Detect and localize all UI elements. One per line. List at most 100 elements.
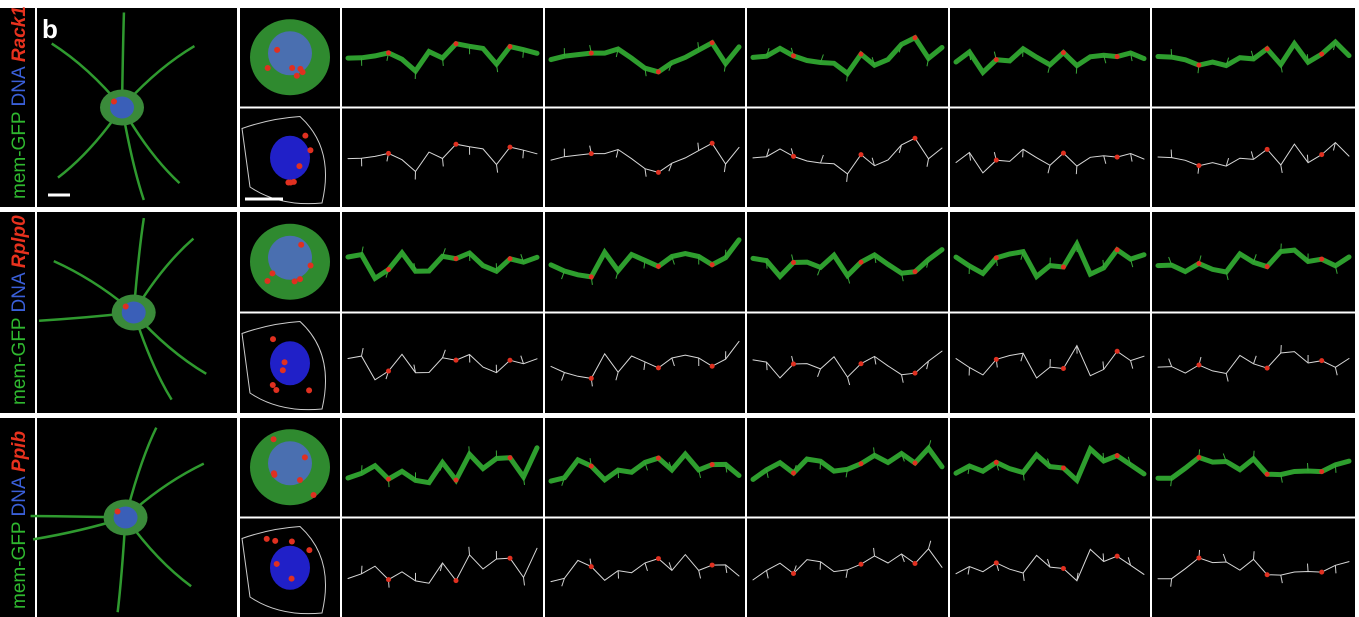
dendrite-crop: [1152, 519, 1355, 617]
mrna-dot: [265, 65, 271, 71]
spine: [1307, 463, 1308, 471]
mrna-dot: [1061, 264, 1066, 269]
mrna-dot: [1265, 264, 1270, 269]
spine: [767, 261, 768, 269]
mrna-dot: [508, 44, 513, 49]
mrna-dot: [791, 260, 796, 265]
mrna-dot: [913, 460, 918, 465]
spine: [1076, 66, 1077, 74]
mrna-dot: [656, 69, 661, 74]
mrna-dot: [454, 256, 459, 261]
mrna-dot: [1061, 50, 1066, 55]
mrna-dot: [791, 571, 796, 576]
mrna-dot: [710, 462, 715, 467]
mrna-dot: [1265, 46, 1270, 51]
nucleus: [270, 136, 310, 180]
spine: [1103, 453, 1104, 461]
mrna-dot: [710, 40, 715, 45]
row-label-part: DNA: [9, 476, 30, 516]
mrna-dot: [123, 304, 129, 310]
row-label-part: Rplp0: [9, 215, 30, 268]
mrna-dot: [1265, 572, 1270, 577]
dendrite-crop: [545, 109, 745, 208]
dendrite-crop: [342, 109, 543, 208]
mrna-dot: [1061, 151, 1066, 156]
mrna-dot: [1196, 163, 1201, 168]
mrna-dot: [294, 73, 300, 79]
mrna-dot: [656, 264, 661, 269]
mrna-dot: [1115, 554, 1120, 559]
mrna-dot: [306, 547, 312, 553]
mrna-dot: [656, 456, 661, 461]
row-label-part: DNA: [9, 66, 30, 106]
mrna-dot: [280, 367, 286, 373]
mrna-dot: [710, 364, 715, 369]
mrna-dot: [1319, 469, 1324, 474]
mrna-dot: [1196, 63, 1201, 68]
dendrite-crop: [747, 314, 948, 414]
mrna-dot: [454, 578, 459, 583]
mrna-dot: [111, 99, 117, 105]
mrna-dot: [1115, 247, 1120, 252]
mrna-dot: [1319, 358, 1324, 363]
mrna-dot: [1319, 257, 1324, 262]
row-label: mem-GFP DNA Rack1: [9, 6, 30, 199]
mrna-dot: [994, 357, 999, 362]
mrna-dot: [791, 471, 796, 476]
mrna-dot: [289, 538, 295, 544]
mrna-dot: [1196, 555, 1201, 560]
dendrite-crop: [747, 519, 948, 617]
mrna-dot: [859, 361, 864, 366]
spine: [1254, 451, 1255, 459]
mrna-dot: [311, 492, 317, 498]
mrna-dot: [710, 563, 715, 568]
mrna-dot: [296, 163, 302, 169]
mrna-dot: [308, 263, 314, 269]
mrna-dot: [292, 278, 298, 284]
mrna-dot: [710, 262, 715, 267]
spine: [1307, 54, 1308, 62]
mrna-dot: [589, 464, 594, 469]
mrna-dot: [291, 179, 297, 185]
dendrite-crop: [545, 519, 745, 617]
mrna-dot: [1061, 466, 1066, 471]
figure: mem-GFP DNA Rack1 mem-GFP DNA Rplp0 mem-GF…: [0, 0, 1359, 617]
mrna-dot: [859, 152, 864, 157]
row-label-part: mem-GFP: [9, 318, 30, 405]
spine: [1335, 565, 1336, 573]
mrna-dot: [386, 577, 391, 582]
spine: [1023, 49, 1024, 57]
mrna-dot: [791, 362, 796, 367]
mrna-dot: [289, 65, 295, 71]
dendrite-crop: [950, 519, 1150, 617]
nucleus: [270, 341, 310, 385]
mrna-dot: [454, 478, 459, 483]
mrna-dot: [508, 358, 513, 363]
mrna-dot: [589, 376, 594, 381]
mrna-dot: [508, 145, 513, 150]
mrna-dot: [298, 242, 304, 248]
spine: [523, 50, 524, 58]
row-label-part: mem-GFP: [9, 522, 30, 609]
mrna-dot: [1319, 570, 1324, 575]
mrna-dot: [859, 260, 864, 265]
nucleus: [270, 546, 310, 590]
spine: [469, 446, 470, 454]
mrna-dot: [859, 52, 864, 57]
mrna-dot: [454, 41, 459, 46]
mrna-dot: [1265, 147, 1270, 152]
mrna-dot: [115, 509, 121, 515]
mrna-dot: [1115, 54, 1120, 59]
dendrite-crop: [747, 109, 948, 208]
mrna-dot: [508, 256, 513, 261]
dendrite-crop: [342, 314, 543, 414]
mrna-dot: [994, 560, 999, 565]
mrna-dot: [386, 477, 391, 482]
mrna-dot: [656, 556, 661, 561]
mrna-dot: [710, 141, 715, 146]
spine: [523, 150, 524, 158]
mrna-dot: [1265, 472, 1270, 477]
row-label-part: Rack1: [9, 6, 30, 62]
mrna-dot: [913, 35, 918, 40]
mrna-dot: [791, 53, 796, 58]
